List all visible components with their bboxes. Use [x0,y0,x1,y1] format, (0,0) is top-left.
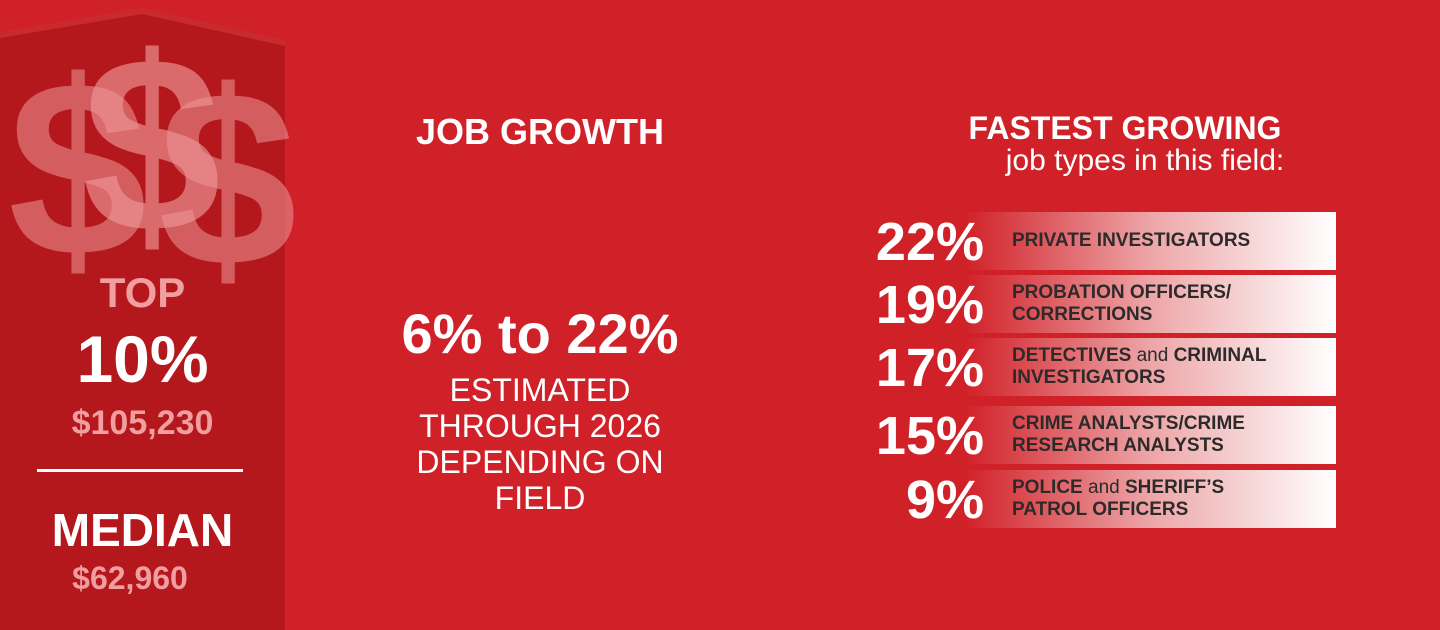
description-line: THROUGH 2026 [419,408,661,444]
job-type-percent: 9% [905,470,984,530]
top-salary-amount: $105,230 [71,404,214,442]
job-type-label-line: PROBATION OFFICERS/ [1012,282,1332,304]
row-gradient-bar [965,338,1336,396]
job-growth-title: JOB GROWTH [416,111,664,152]
job-type-label-line: PATROL OFFICERS [1012,499,1332,521]
job-type-label-text: SHERIFF’S [1125,477,1225,498]
job-type-row: 17% DETECTIVES and CRIMINAL INVESTIGATORS [860,338,1336,396]
job-type-percent: 17% [875,338,984,398]
description-line: DEPENDING ON [416,444,664,480]
job-type-label-line: INVESTIGATORS [1012,367,1332,389]
job-type-label-text: PROBATION OFFICERS/ [1012,282,1232,303]
job-type-row: 19% PROBATION OFFICERS/CORRECTIONS [860,275,1336,333]
job-type-label-line: RESEARCH ANALYSTS [1012,435,1332,457]
median-salary-amount: $62,960 [72,560,188,596]
row-gradient-bar [965,212,1336,270]
job-growth-description: ESTIMATED THROUGH 2026 DEPENDING ON FIEL… [360,372,720,516]
fastest-growing-title: FASTEST GROWING [968,110,1282,146]
job-type-label-text: and [1131,345,1174,366]
job-type-label: CRIME ANALYSTS/CRIME RESEARCH ANALYSTS [1012,406,1332,464]
description-line: ESTIMATED [449,372,631,408]
dollar-sign-icon: $ [158,39,298,318]
salary-banner: $ $ $ TOP 10% $105,230 MEDIAN $62,960 [0,0,297,630]
job-type-row: 9% POLICE and SHERIFF’S PATROL OFFICERS [860,470,1336,528]
top-label: TOP [99,269,186,316]
dollar-sign-icon: $ [82,5,222,284]
job-type-label-text: INVESTIGATORS [1012,367,1166,388]
dollar-sign-icon: $ [8,29,148,308]
job-type-label-text: CRIMINAL [1173,345,1267,366]
job-type-label-text: and [1082,477,1125,498]
fastest-growing-subtitle: job types in this field: [1005,144,1285,177]
median-label: MEDIAN [51,504,234,556]
job-type-label-text: PATROL OFFICERS [1012,499,1189,520]
job-type-percent: 19% [875,275,984,335]
job-type-row: 22% PRIVATE INVESTIGATORS [860,212,1336,270]
job-growth-range: 6% to 22% [401,302,679,365]
job-type-percent: 22% [875,212,984,272]
row-gradient-bar [965,470,1336,528]
job-type-label-line: POLICE and SHERIFF’S [1012,477,1332,499]
job-type-label-line: DETECTIVES and CRIMINAL [1012,345,1332,367]
top-percent: 10% [76,322,209,396]
job-type-label: DETECTIVES and CRIMINAL INVESTIGATORS [1012,338,1332,396]
row-gradient-bar [965,275,1336,333]
job-type-label-line: PRIVATE INVESTIGATORS [1012,230,1332,252]
job-type-label-text: PRIVATE INVESTIGATORS [1012,230,1251,251]
banner-shape [0,8,285,630]
row-gradient-bar [965,406,1336,464]
description-line: FIELD [494,480,586,516]
job-type-label-line: CRIME ANALYSTS/CRIME [1012,413,1332,435]
job-type-label-text: POLICE [1012,477,1083,498]
job-type-label: POLICE and SHERIFF’S PATROL OFFICERS [1012,470,1332,528]
job-type-label-text: CRIME ANALYSTS/CRIME [1012,413,1245,434]
job-type-label: PRIVATE INVESTIGATORS [1012,212,1332,270]
job-type-label-text: RESEARCH ANALYSTS [1012,435,1224,456]
job-type-label-text: CORRECTIONS [1012,304,1153,325]
job-type-label-line: CORRECTIONS [1012,304,1332,326]
job-type-percent: 15% [875,406,984,466]
job-type-row: 15% CRIME ANALYSTS/CRIME RESEARCH ANALYSTS [860,406,1336,464]
job-type-label-text: DETECTIVES [1012,345,1132,366]
job-type-label: PROBATION OFFICERS/CORRECTIONS [1012,275,1332,333]
divider [37,469,243,472]
